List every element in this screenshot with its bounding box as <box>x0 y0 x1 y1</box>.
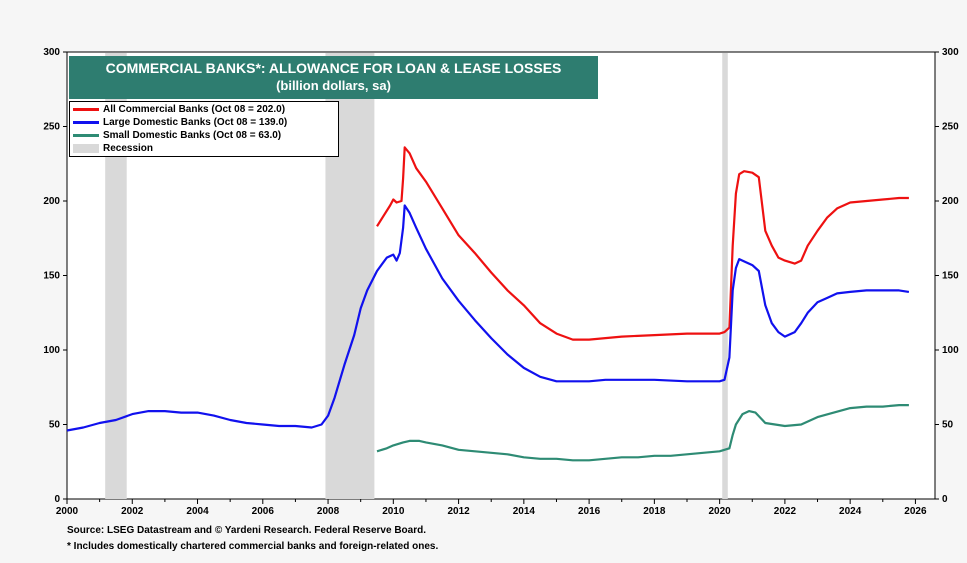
x-tick-label: 2020 <box>709 506 732 517</box>
legend-swatch-recession <box>73 144 99 153</box>
chart-subtitle: (billion dollars, sa) <box>276 78 391 93</box>
y-tick-label-left: 150 <box>43 271 60 282</box>
x-tick-label: 2008 <box>317 506 340 517</box>
series-lines <box>66 146 910 462</box>
x-tick-label: 2024 <box>839 506 862 517</box>
legend-swatch-large <box>73 121 99 124</box>
x-tick-label: 2018 <box>643 506 666 517</box>
x-tick-label: 2016 <box>578 506 601 517</box>
y-tick-label-right: 250 <box>942 122 959 133</box>
legend: All Commercial Banks (Oct 08 = 202.0) La… <box>69 101 339 157</box>
series-line-3 <box>376 404 909 462</box>
y-tick-label-left: 300 <box>43 47 60 58</box>
x-tick-label: 2022 <box>774 506 797 517</box>
y-tick-label-right: 0 <box>942 494 948 505</box>
x-tick-label: 2004 <box>186 506 209 517</box>
y-tick-label-left: 0 <box>54 494 60 505</box>
x-tick-label: 2012 <box>447 506 470 517</box>
legend-label-all: All Commercial Banks (Oct 08 = 202.0) <box>103 104 286 115</box>
legend-item-large: Large Domestic Banks (Oct 08 = 139.0) <box>73 116 335 129</box>
legend-label-small: Small Domestic Banks (Oct 08 = 63.0) <box>103 130 282 141</box>
axes: 0 0 50 50 100 100 150 150 200 200 250 250 300 300 2000… <box>43 47 959 517</box>
y-tick-label-right: 100 <box>942 345 959 356</box>
x-tick-label: 2002 <box>121 506 144 517</box>
y-tick-label-right: 150 <box>942 271 959 282</box>
y-tick-label-left: 100 <box>43 345 60 356</box>
x-tick-label: 2006 <box>252 506 275 517</box>
y-tick-label-left: 50 <box>49 420 61 431</box>
x-tick-label: 2010 <box>382 506 405 517</box>
y-tick-label-left: 200 <box>43 196 60 207</box>
recession-band-3 <box>722 53 728 499</box>
legend-swatch-all <box>73 108 99 111</box>
chart-title: COMMERCIAL BANKS*: ALLOWANCE FOR LOAN & … <box>105 60 562 76</box>
legend-item-small: Small Domestic Banks (Oct 08 = 63.0) <box>73 129 335 142</box>
series-line-1 <box>376 146 909 341</box>
source-note: Source: LSEG Datastream and © Yardeni Re… <box>67 525 426 536</box>
series-line-2 <box>66 204 910 432</box>
recession-band-1 <box>105 53 127 499</box>
x-tick-label: 2000 <box>56 506 79 517</box>
y-tick-label-right: 300 <box>942 47 959 58</box>
y-tick-label-right: 50 <box>942 420 954 431</box>
y-tick-label-right: 200 <box>942 196 959 207</box>
legend-swatch-small <box>73 134 99 137</box>
footnote: * Includes domestically chartered commer… <box>67 541 439 552</box>
chart-title-box: COMMERCIAL BANKS*: ALLOWANCE FOR LOAN & … <box>69 56 598 99</box>
legend-item-all: All Commercial Banks (Oct 08 = 202.0) <box>73 103 335 116</box>
y-tick-label-left: 250 <box>43 122 60 133</box>
x-tick-label: 2026 <box>904 506 927 517</box>
legend-label-large: Large Domestic Banks (Oct 08 = 139.0) <box>103 117 288 128</box>
legend-label-recession: Recession <box>103 143 154 154</box>
legend-item-recession: Recession <box>73 142 335 155</box>
x-tick-label: 2014 <box>513 506 536 517</box>
